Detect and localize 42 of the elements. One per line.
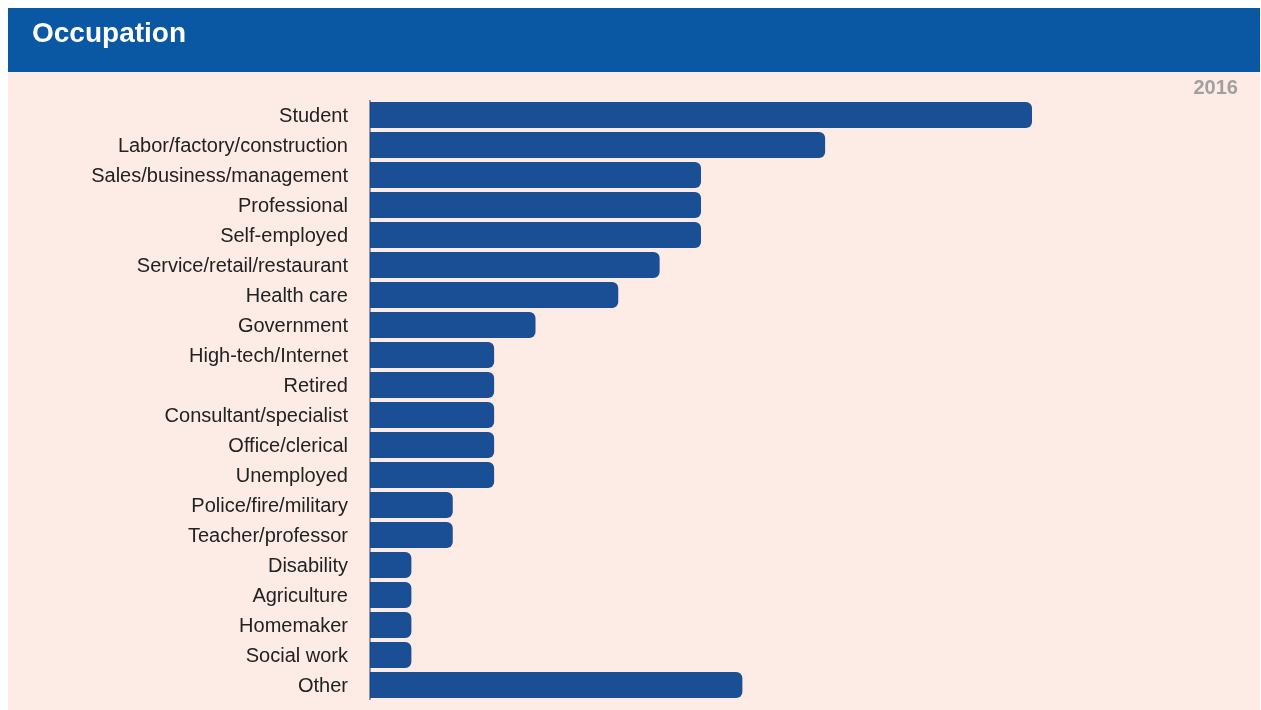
bar bbox=[370, 192, 701, 218]
y-tick-label: Student bbox=[279, 104, 349, 127]
bar bbox=[370, 432, 495, 458]
y-tick-label: Police/fire/military bbox=[191, 494, 348, 517]
bar bbox=[370, 552, 412, 578]
text: Occupation bbox=[8, 8, 1260, 72]
y-tick-label: High-tech/Internet bbox=[189, 344, 349, 367]
bar bbox=[370, 132, 826, 158]
y-tick-label: Office/clerical bbox=[228, 434, 348, 457]
y-tick-label: Self-employed bbox=[220, 224, 348, 247]
y-tick-label: Retired bbox=[283, 374, 348, 397]
bar bbox=[370, 372, 495, 398]
y-tick-label: Service/retail/restaurant bbox=[136, 254, 349, 277]
y-tick-label: Homemaker bbox=[239, 614, 349, 637]
bar bbox=[370, 342, 495, 368]
bar bbox=[370, 402, 495, 428]
y-tick-label: Consultant/specialist bbox=[164, 404, 349, 427]
y-tick-label: Sales/business/management bbox=[91, 164, 349, 187]
y-tick-label: Government bbox=[237, 314, 349, 337]
y-tick-label: Social work bbox=[245, 644, 349, 667]
bar bbox=[370, 252, 660, 278]
y-tick-label: Unemployed bbox=[235, 464, 348, 487]
y-tick-label: Disability bbox=[267, 554, 348, 577]
bar bbox=[370, 162, 701, 188]
y-tick-label: Professional bbox=[237, 194, 348, 217]
y-tick-label: Health care bbox=[245, 284, 348, 307]
bar bbox=[370, 612, 412, 638]
bar bbox=[370, 462, 495, 488]
y-tick-label: Labor/factory/construction bbox=[117, 134, 348, 157]
text: 2016 bbox=[1193, 76, 1238, 99]
bar bbox=[370, 672, 743, 698]
y-tick-label: Other bbox=[297, 674, 349, 697]
bar bbox=[370, 522, 453, 548]
y-tick-label: Agriculture bbox=[252, 584, 348, 607]
bar bbox=[370, 222, 701, 248]
bar bbox=[370, 582, 412, 608]
y-tick-label: Teacher/professor bbox=[187, 524, 349, 547]
bar bbox=[370, 642, 412, 668]
bar bbox=[370, 492, 453, 518]
bar bbox=[370, 282, 619, 308]
bar bbox=[370, 312, 536, 338]
bar bbox=[370, 102, 1032, 128]
